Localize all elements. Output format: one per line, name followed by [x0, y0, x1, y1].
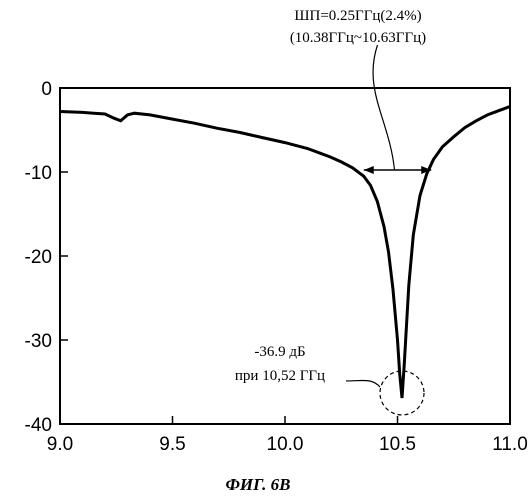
y-tick-label: 0 — [41, 79, 52, 100]
x-tick-label: 10.0 — [267, 434, 304, 455]
y-tick-label: -20 — [25, 247, 52, 268]
bandwidth-leader-line — [373, 45, 394, 170]
x-tick-label: 9.0 — [47, 434, 73, 455]
minimum-leader-line — [346, 380, 380, 386]
y-tick-label: -10 — [25, 163, 52, 184]
minimum-value-label: -36.9 дБ — [254, 344, 305, 360]
x-tick-label: 11.0 — [492, 434, 528, 455]
y-tick-label: -30 — [25, 331, 52, 352]
bandwidth-arrowhead-left — [364, 166, 374, 174]
y-tick-label: -40 — [25, 415, 52, 436]
ticks-layer: 9.0 9.5 10.0 10.5 11.0 0 -10 -20 -30 -40 — [25, 79, 528, 455]
x-tick-label: 9.5 — [159, 434, 185, 455]
minimum-frequency-label: при 10,52 ГГц — [235, 368, 325, 384]
bandwidth-label: ШП=0.25ГГц(2.4%) — [294, 8, 421, 24]
figure-caption: ФИГ. 6В — [225, 475, 290, 494]
x-tick-label: 10.5 — [379, 434, 416, 455]
bandwidth-range-label: (10.38ГГц~10.63ГГц) — [290, 30, 426, 46]
